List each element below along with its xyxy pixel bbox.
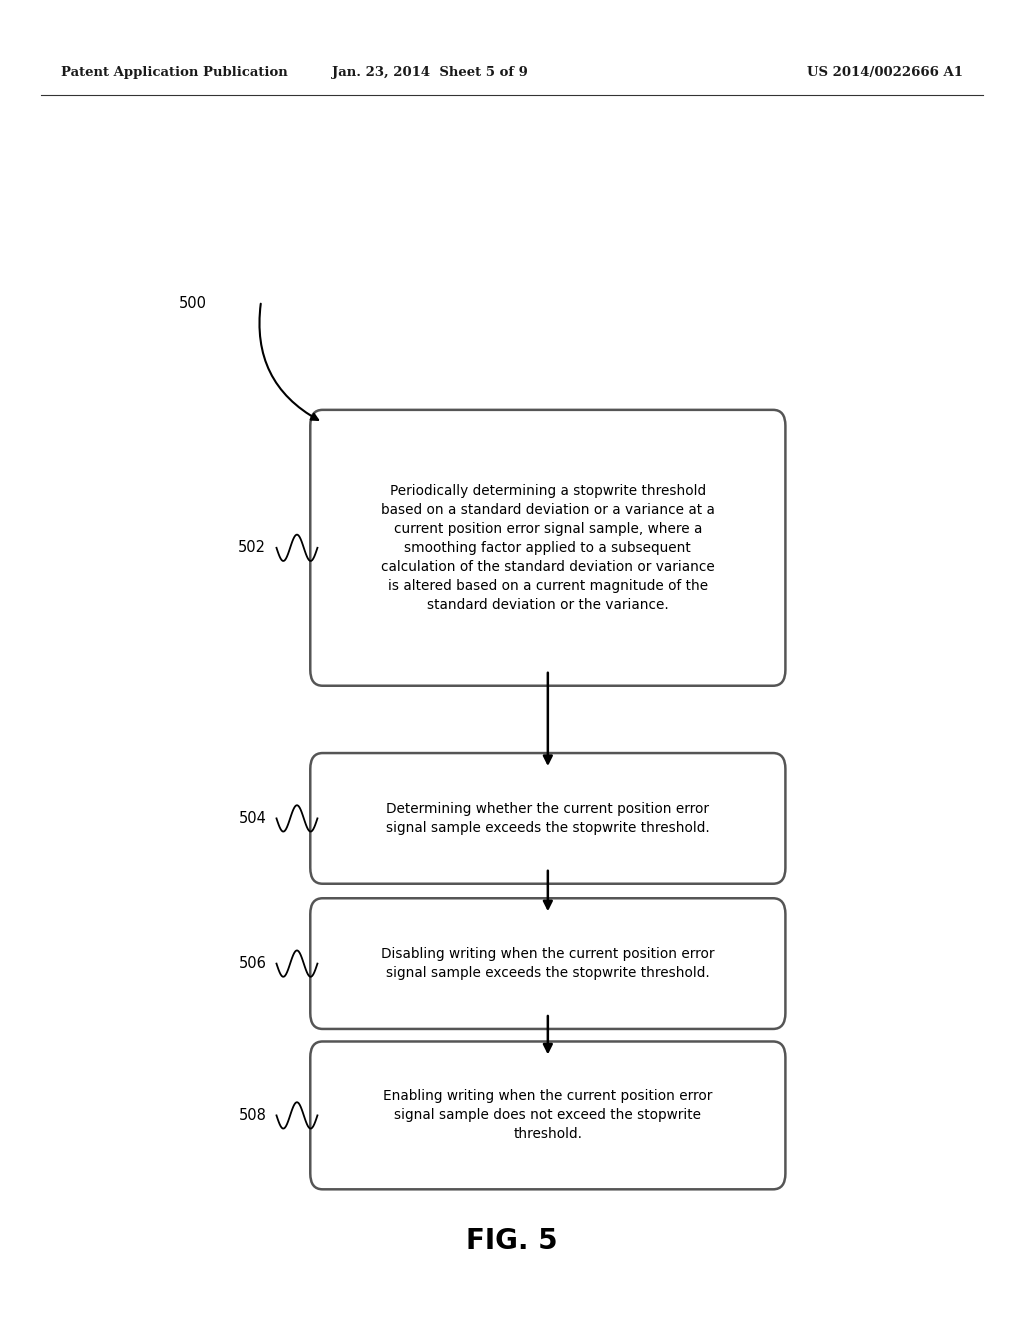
Text: US 2014/0022666 A1: US 2014/0022666 A1 [807, 66, 963, 79]
Text: Determining whether the current position error
signal sample exceeds the stopwri: Determining whether the current position… [386, 803, 710, 834]
FancyBboxPatch shape [310, 409, 785, 685]
Text: FIG. 5: FIG. 5 [466, 1226, 558, 1255]
Text: Patent Application Publication: Patent Application Publication [61, 66, 288, 79]
Text: Periodically determining a stopwrite threshold
based on a standard deviation or : Periodically determining a stopwrite thr… [381, 484, 715, 611]
Text: Enabling writing when the current position error
signal sample does not exceed t: Enabling writing when the current positi… [383, 1089, 713, 1142]
Text: 508: 508 [239, 1107, 266, 1123]
FancyBboxPatch shape [310, 1041, 785, 1189]
FancyBboxPatch shape [310, 898, 785, 1030]
Text: Jan. 23, 2014  Sheet 5 of 9: Jan. 23, 2014 Sheet 5 of 9 [332, 66, 528, 79]
Text: 500: 500 [179, 296, 207, 312]
Text: Disabling writing when the current position error
signal sample exceeds the stop: Disabling writing when the current posit… [381, 948, 715, 979]
Text: 506: 506 [239, 956, 266, 972]
Text: 504: 504 [239, 810, 266, 826]
Text: 502: 502 [239, 540, 266, 556]
FancyBboxPatch shape [310, 752, 785, 884]
